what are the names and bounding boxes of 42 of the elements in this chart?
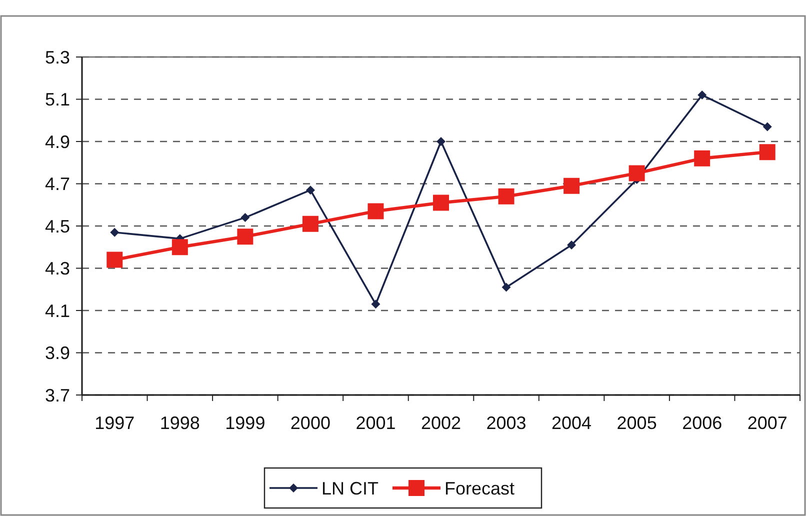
x-tick-label: 2002	[420, 413, 462, 433]
point	[306, 186, 315, 195]
point	[368, 203, 384, 220]
y-tick-label: 5.1	[44, 90, 70, 110]
point	[502, 282, 511, 292]
x-tick-label: 2000	[290, 413, 330, 433]
x-tick-label: 2005	[616, 413, 657, 433]
point	[106, 252, 123, 268]
point	[302, 216, 318, 232]
point	[698, 90, 707, 100]
point	[371, 300, 380, 309]
y-tick-label: 4.5	[44, 216, 70, 236]
point	[694, 150, 710, 166]
y-tick-label: 4.1	[44, 300, 70, 321]
point	[240, 213, 250, 222]
y-tick-label: 3.7	[44, 385, 70, 406]
point	[628, 165, 645, 182]
point	[762, 122, 772, 132]
y-tick-label: 4.9	[44, 132, 70, 152]
y-tick-label: 5.3	[44, 47, 70, 68]
point	[567, 240, 576, 250]
y-tick-label: 4.7	[44, 174, 70, 194]
point	[564, 178, 580, 194]
point	[759, 144, 776, 160]
legend-label: LN CIT	[322, 478, 379, 498]
point	[498, 188, 514, 204]
x-tick-label: 1999	[225, 413, 266, 433]
point	[237, 228, 254, 245]
x-tick-label: 2004	[552, 413, 592, 433]
point	[433, 194, 449, 211]
y-tick-label: 4.3	[44, 258, 70, 279]
x-tick-label: 2006	[682, 413, 722, 433]
x-tick-label: 2007	[747, 413, 788, 433]
x-tick-label: 1997	[94, 413, 135, 433]
x-tick-label: 2001	[356, 413, 396, 433]
point	[436, 137, 446, 146]
x-tick-label: 1998	[160, 413, 200, 433]
x-tick-label: 2003	[486, 413, 526, 433]
point	[172, 239, 188, 256]
legend-label: Forecast	[444, 478, 515, 498]
y-tick-label: 3.9	[44, 343, 70, 364]
point	[110, 228, 120, 237]
